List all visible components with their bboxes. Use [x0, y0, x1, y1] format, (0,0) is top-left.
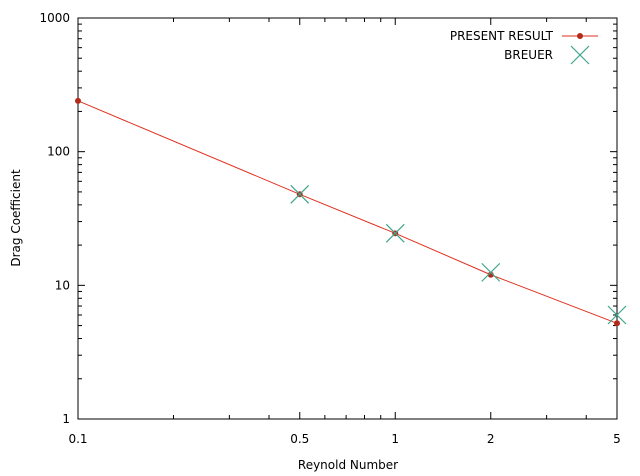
tick-labels: 0.1 0.5 1 2 5 1 10 100 1000: [39, 11, 620, 446]
plot-frame: [77, 17, 618, 420]
series-present-result: [75, 97, 620, 327]
cross-stroke: [607, 305, 627, 325]
data-point-cross: [607, 305, 627, 325]
cross-stroke: [481, 262, 501, 282]
x-tick-label: 0.5: [290, 432, 309, 446]
axis-ticks: [77, 17, 618, 420]
x-axis-label: Reynold Number: [298, 458, 398, 472]
series-layer: [75, 97, 627, 327]
x-tick-label: 0.1: [68, 432, 87, 446]
y-axis-label: Drag Coefficient: [9, 169, 23, 267]
y-tick-label: 10: [55, 278, 70, 292]
x-tick-label: 2: [487, 432, 495, 446]
x-tick-label: 5: [613, 432, 621, 446]
cross-stroke: [290, 184, 310, 204]
legend-point-swatch: [577, 33, 583, 39]
y-tick-label: 1: [62, 412, 70, 426]
legend: PRESENT RESULT BREUER: [450, 29, 598, 65]
y-tick-label: 100: [47, 145, 70, 159]
data-point: [614, 320, 620, 327]
x-tick-label: 1: [391, 432, 399, 446]
data-point-cross: [385, 223, 405, 243]
data-point-cross: [290, 184, 310, 204]
series-line: [77, 100, 618, 324]
y-tick-label: 1000: [39, 11, 70, 25]
data-point: [75, 97, 81, 104]
cross-stroke: [385, 223, 405, 243]
legend-label: BREUER: [504, 48, 553, 62]
legend-label: PRESENT RESULT: [450, 29, 554, 43]
legend-cross-swatch: [570, 45, 590, 65]
data-point-cross: [481, 262, 501, 282]
series-breuer: [290, 184, 627, 325]
